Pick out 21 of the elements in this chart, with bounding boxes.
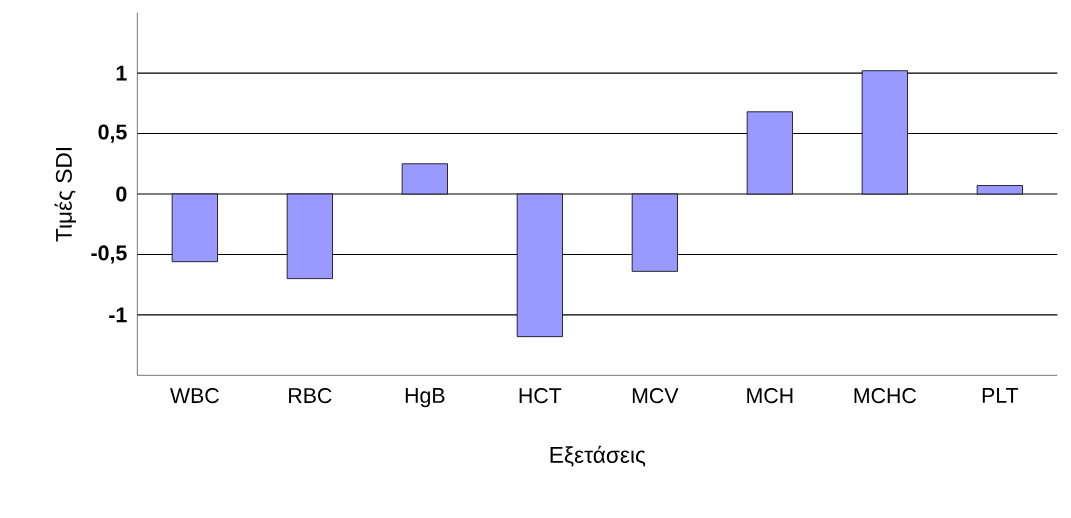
bar bbox=[631, 193, 678, 272]
bar bbox=[746, 111, 793, 195]
bar bbox=[401, 163, 448, 195]
bar bbox=[171, 193, 218, 263]
x-tick-label: MCV bbox=[632, 388, 679, 404]
x-tick-label: MCH bbox=[747, 388, 793, 404]
y-tick-label: -0,5 bbox=[91, 245, 127, 264]
x-tick-label: RBC bbox=[289, 388, 332, 404]
x-tick-label: HCT bbox=[519, 388, 562, 404]
x-tick-label: PLT bbox=[982, 388, 1019, 403]
y-tick-label: 0 bbox=[116, 186, 127, 202]
bar bbox=[286, 193, 333, 280]
x-tick-label: MCHC bbox=[854, 388, 917, 404]
x-tick-label: HgB bbox=[405, 388, 445, 408]
x-tick-label: WBC bbox=[170, 388, 219, 404]
bar bbox=[976, 185, 1023, 195]
y-tick-label: 0,5 bbox=[98, 124, 127, 143]
x-axis-title: Εξετάσεις bbox=[550, 445, 646, 467]
y-axis-title: Τιμές SDI bbox=[54, 148, 77, 242]
y-tick-label: 1 bbox=[116, 65, 127, 81]
y-tick-label: -1 bbox=[109, 307, 127, 323]
